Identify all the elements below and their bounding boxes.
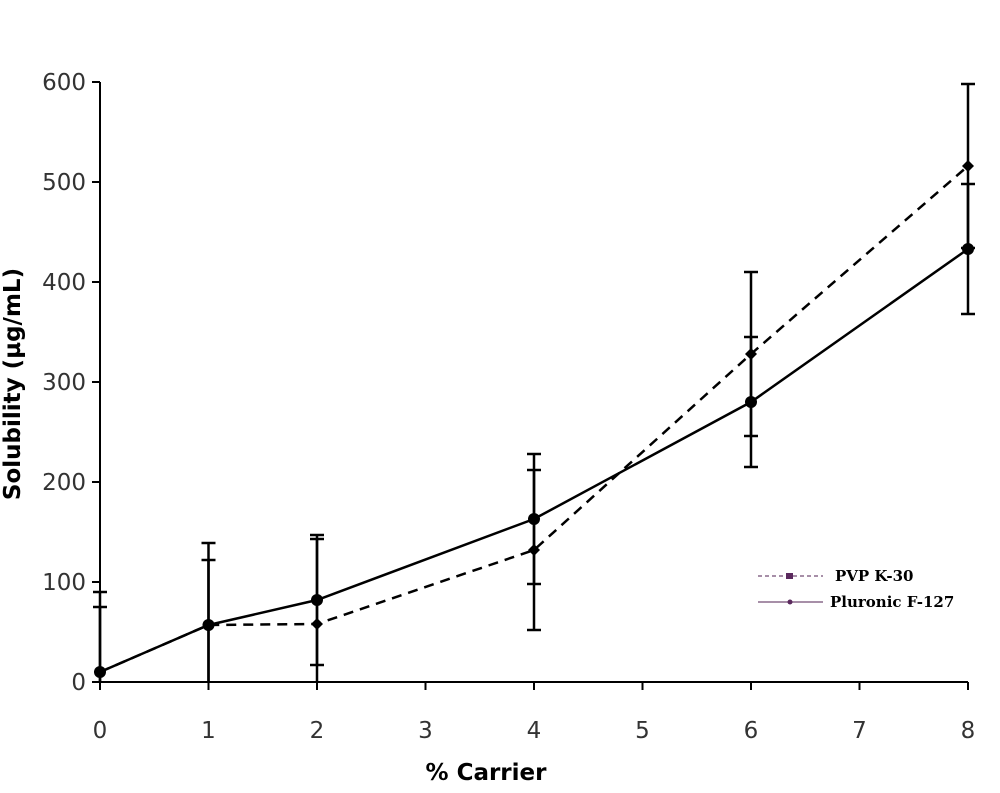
y-axis-ticks: 0 100 200 300 400 500 600	[42, 70, 100, 696]
y-tick-label: 500	[42, 170, 86, 196]
y-tick-label: 300	[42, 370, 86, 396]
legend: PVP K-30 Pluronic F-127	[758, 567, 954, 611]
legend-item-pvp: PVP K-30	[758, 567, 913, 585]
x-tick-label: 1	[201, 718, 216, 744]
data-point	[962, 160, 974, 172]
x-tick-label: 5	[635, 718, 650, 744]
x-tick-label: 4	[527, 718, 542, 744]
legend-marker-pluronic	[787, 599, 793, 605]
x-tick-label: 3	[418, 718, 433, 744]
legend-label-pluronic: Pluronic F-127	[830, 593, 954, 611]
x-axis-ticks: 0 1 2 3 4 5 6 7 8	[93, 682, 976, 744]
x-tick-label: 7	[852, 718, 867, 744]
data-point	[745, 396, 757, 408]
data-point	[962, 243, 974, 255]
y-tick-label: 400	[42, 270, 86, 296]
x-tick-label: 8	[961, 718, 976, 744]
y-axis-title: Solubility (µg/mL)	[0, 268, 26, 500]
x-tick-label: 6	[744, 718, 759, 744]
x-tick-label: 2	[310, 718, 325, 744]
data-point	[202, 619, 215, 631]
data-point	[528, 513, 540, 525]
series-pluronic-f127	[93, 182, 975, 682]
legend-label-pvp: PVP K-30	[835, 567, 913, 585]
y-tick-label: 600	[42, 70, 86, 96]
series-layer	[93, 82, 975, 682]
y-tick-label: 100	[42, 570, 86, 596]
data-point	[311, 594, 323, 606]
legend-marker-pvp	[786, 573, 793, 579]
x-axis-title: % Carrier	[426, 760, 548, 786]
x-tick-label: 0	[93, 718, 108, 744]
y-tick-label: 200	[42, 470, 86, 496]
legend-item-pluronic: Pluronic F-127	[758, 593, 954, 611]
series-line	[99, 247, 969, 674]
series-line	[99, 165, 969, 674]
y-tick-label: 0	[71, 670, 86, 696]
